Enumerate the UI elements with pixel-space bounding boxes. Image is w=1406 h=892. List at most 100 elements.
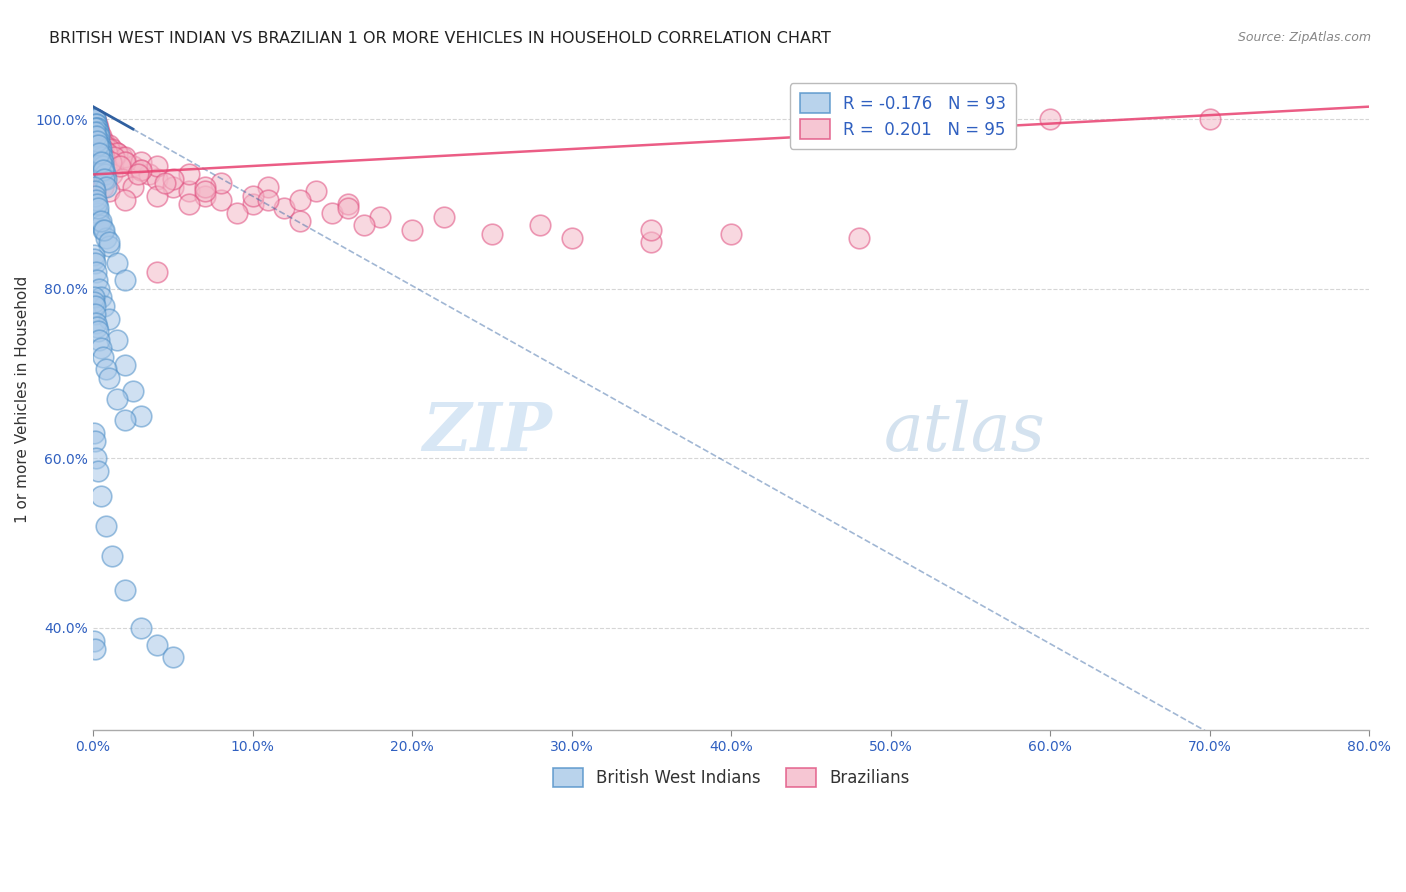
Point — [98, 137, 121, 152]
Point — [93, 137, 115, 152]
Point — [94, 171, 117, 186]
Point — [89, 214, 111, 228]
Point — [105, 333, 128, 347]
Point — [94, 180, 117, 194]
Point — [257, 193, 280, 207]
Point — [640, 235, 662, 250]
Point — [91, 350, 114, 364]
Point — [242, 197, 264, 211]
Point — [84, 146, 107, 161]
Point — [98, 185, 121, 199]
Point — [84, 193, 107, 207]
Point — [83, 112, 105, 127]
Point — [87, 129, 110, 144]
Point — [84, 125, 107, 139]
Point — [87, 464, 110, 478]
Point — [89, 137, 111, 152]
Point — [94, 231, 117, 245]
Point — [122, 159, 145, 173]
Point — [84, 188, 107, 202]
Point — [209, 193, 232, 207]
Point — [105, 392, 128, 406]
Point — [87, 151, 110, 165]
Point — [93, 299, 115, 313]
Point — [105, 256, 128, 270]
Point — [96, 146, 118, 161]
Point — [83, 252, 105, 267]
Point — [84, 265, 107, 279]
Point — [86, 120, 108, 135]
Point — [162, 171, 184, 186]
Point — [83, 134, 105, 148]
Point — [89, 137, 111, 152]
Point — [433, 210, 456, 224]
Point — [98, 311, 121, 326]
Point — [94, 362, 117, 376]
Point — [89, 333, 111, 347]
Point — [91, 163, 114, 178]
Point — [1039, 112, 1062, 127]
Point — [84, 112, 107, 127]
Point — [86, 273, 108, 287]
Point — [100, 154, 122, 169]
Point — [83, 290, 105, 304]
Point — [146, 265, 169, 279]
Point — [257, 180, 280, 194]
Point — [84, 129, 107, 144]
Point — [481, 227, 503, 241]
Point — [83, 294, 105, 309]
Point — [83, 112, 105, 127]
Point — [153, 176, 176, 190]
Point — [83, 142, 105, 156]
Point — [194, 185, 217, 199]
Point — [114, 582, 136, 597]
Point — [86, 134, 108, 148]
Point — [90, 214, 112, 228]
Point — [321, 205, 343, 219]
Point — [90, 154, 112, 169]
Point — [93, 163, 115, 178]
Point — [83, 248, 105, 262]
Point — [90, 219, 112, 233]
Point — [83, 180, 105, 194]
Point — [87, 129, 110, 144]
Point — [93, 151, 115, 165]
Point — [83, 425, 105, 440]
Point — [86, 320, 108, 334]
Point — [138, 168, 160, 182]
Point — [93, 222, 115, 236]
Point — [114, 154, 136, 169]
Point — [129, 163, 152, 178]
Point — [83, 633, 105, 648]
Point — [98, 235, 121, 250]
Point — [114, 273, 136, 287]
Point — [305, 185, 328, 199]
Point — [84, 117, 107, 131]
Point — [162, 650, 184, 665]
Point — [720, 227, 742, 241]
Point — [105, 146, 128, 161]
Point — [94, 519, 117, 533]
Point — [93, 171, 115, 186]
Point — [290, 193, 312, 207]
Point — [1198, 112, 1220, 127]
Point — [146, 188, 169, 202]
Point — [86, 120, 108, 135]
Point — [401, 222, 423, 236]
Point — [114, 154, 136, 169]
Point — [83, 185, 105, 199]
Point — [848, 231, 870, 245]
Point — [87, 129, 110, 144]
Point — [103, 151, 125, 165]
Point — [94, 159, 117, 173]
Point — [194, 188, 217, 202]
Point — [98, 142, 121, 156]
Point — [162, 180, 184, 194]
Point — [87, 134, 110, 148]
Point — [87, 202, 110, 216]
Point — [90, 154, 112, 169]
Point — [91, 134, 114, 148]
Point — [337, 197, 360, 211]
Point — [83, 120, 105, 135]
Point — [90, 146, 112, 161]
